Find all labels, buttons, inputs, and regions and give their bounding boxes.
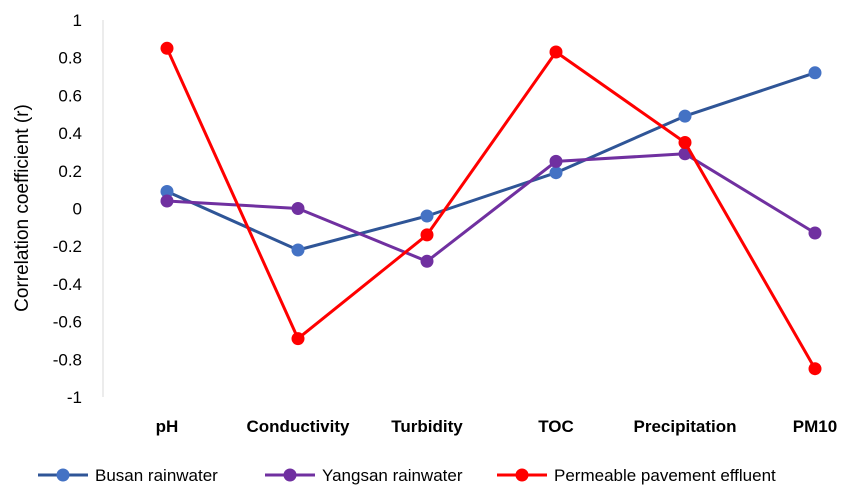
legend-marker — [515, 468, 529, 482]
y-tick-label: -1 — [67, 388, 82, 407]
data-point — [549, 154, 563, 168]
legend-item: Permeable pavement effluent — [497, 466, 776, 485]
legend-marker — [56, 468, 70, 482]
y-tick-label: -0.6 — [53, 313, 82, 332]
legend-label: Busan rainwater — [95, 466, 218, 485]
data-point — [420, 209, 434, 223]
y-tick-labels: 1 0.8 0.6 0.4 0.2 0 -0.2 -0.4 -0.6 -0.8 -1 — [53, 11, 82, 407]
series-line — [165, 47, 817, 370]
data-point — [420, 228, 434, 242]
legend-label: Yangsan rainwater — [322, 466, 463, 485]
y-tick-label: 0.2 — [58, 162, 82, 181]
data-point — [808, 362, 822, 376]
legend: Busan rainwater Yangsan rainwater Permeabl… — [38, 466, 776, 485]
x-category-label: PM10 — [793, 417, 837, 436]
y-axis-title: Correlation coefficient (r) — [12, 104, 33, 312]
data-point — [678, 109, 692, 123]
y-tick-label: -0.4 — [53, 275, 82, 294]
x-category-label: Turbidity — [391, 417, 463, 436]
y-tick-label: 0.4 — [58, 124, 82, 143]
data-point — [549, 166, 563, 180]
y-tick-label: 0.8 — [58, 49, 82, 68]
x-category-label: Conductivity — [247, 417, 350, 436]
legend-marker — [283, 468, 297, 482]
data-point — [808, 226, 822, 240]
data-point — [291, 243, 305, 257]
legend-item: Yangsan rainwater — [265, 466, 463, 485]
x-category-label: TOC — [538, 417, 574, 436]
y-tick-label: 0 — [73, 200, 82, 219]
data-point — [549, 45, 563, 59]
x-category-label: pH — [156, 417, 179, 436]
data-point — [160, 194, 174, 208]
series-group — [160, 41, 822, 376]
data-point — [160, 41, 174, 55]
x-category-label: Precipitation — [634, 417, 737, 436]
data-point — [160, 185, 174, 198]
series-1 — [160, 66, 822, 257]
y-tick-label: 1 — [73, 11, 82, 30]
y-tick-label: 0.6 — [58, 86, 82, 105]
data-point — [808, 66, 822, 80]
y-tick-label: -0.8 — [53, 350, 82, 369]
data-point — [291, 202, 305, 215]
x-category-labels: pH Conductivity Turbidity TOC Precipitation P… — [156, 417, 838, 436]
series-line — [166, 71, 816, 252]
legend-item: Busan rainwater — [38, 466, 218, 485]
y-tick-label: -0.2 — [53, 237, 82, 256]
legend-label: Permeable pavement effluent — [554, 466, 776, 485]
data-point — [291, 332, 305, 346]
data-point — [420, 254, 434, 268]
data-point — [678, 136, 692, 149]
series-line — [166, 152, 816, 263]
series-3 — [160, 41, 822, 376]
